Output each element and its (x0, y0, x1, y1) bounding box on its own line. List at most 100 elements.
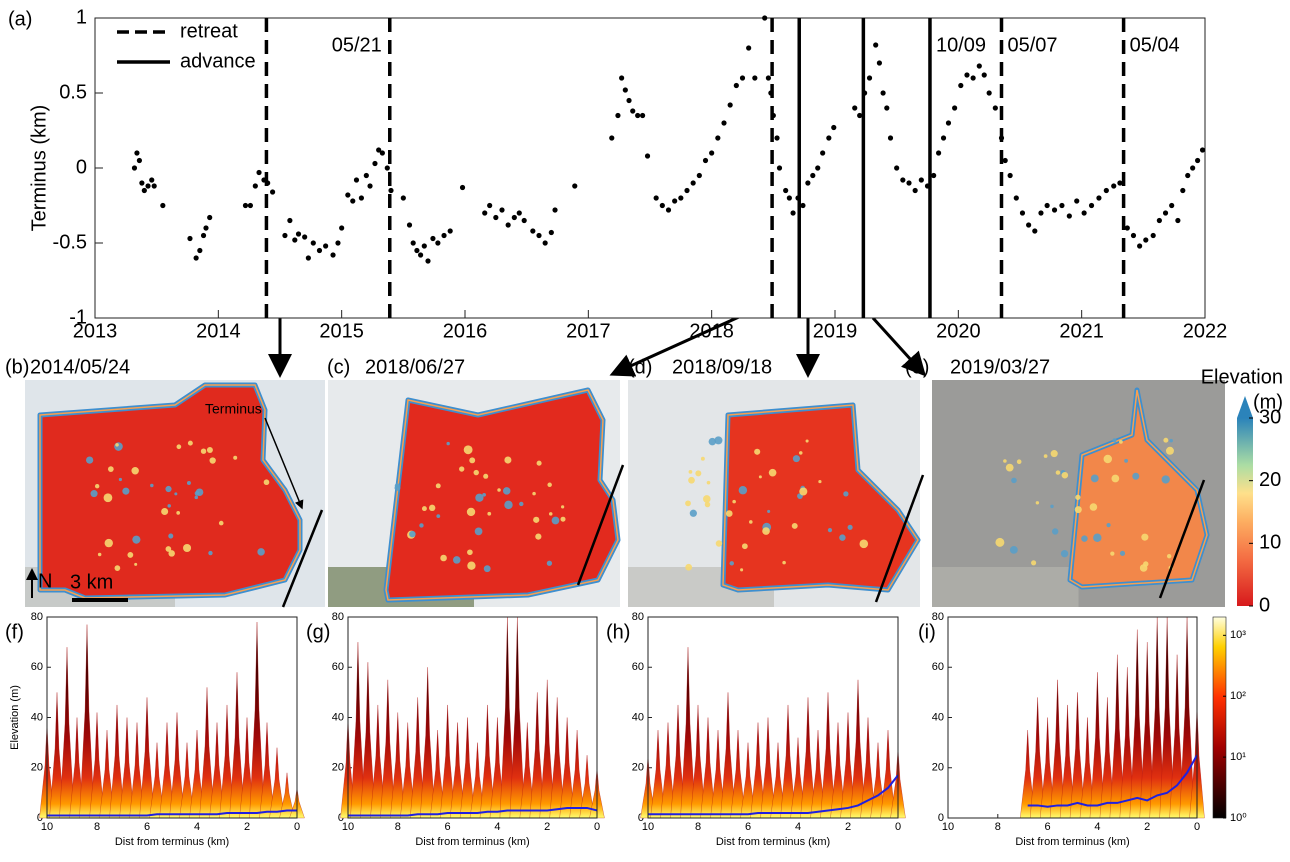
iceberg (174, 492, 178, 496)
data-point (372, 160, 378, 167)
iceberg (695, 470, 702, 477)
iceberg (1003, 459, 1007, 463)
data-point (727, 102, 733, 108)
data-point (1088, 202, 1095, 209)
x-tick-label: 2015 (319, 320, 364, 342)
data-point (873, 42, 879, 48)
map-date: 2018/06/27 (365, 356, 465, 378)
data-point (790, 210, 796, 216)
panel-label: (c) (327, 356, 350, 378)
data-point (739, 75, 746, 81)
data-point (880, 90, 886, 96)
map-panel (328, 380, 625, 607)
north-label: N (38, 570, 52, 592)
iceberg (218, 520, 224, 526)
x-tick-label: 6 (144, 821, 150, 833)
data-point (1051, 207, 1058, 213)
colorbar-unit: (m) (1253, 391, 1283, 413)
panel-label: (a) (8, 8, 32, 30)
data-point (659, 202, 665, 209)
data-point (1032, 228, 1038, 234)
iceberg (827, 527, 833, 533)
iceberg (394, 483, 400, 489)
iceberg (768, 468, 777, 477)
iceberg (463, 445, 473, 455)
x-tick-label: 2014 (196, 320, 241, 342)
data-point (1150, 232, 1156, 239)
data-point (894, 165, 900, 171)
data-point (912, 187, 918, 194)
iceberg (1166, 553, 1172, 559)
data-point (323, 243, 329, 249)
iceberg (995, 537, 1005, 547)
data-point (1019, 210, 1026, 216)
data-point (376, 147, 382, 153)
data-point (1143, 237, 1149, 243)
data-point (345, 192, 351, 198)
data-point (441, 232, 447, 239)
data-point (418, 252, 424, 258)
iceberg (1011, 477, 1017, 484)
data-point (295, 231, 302, 237)
terminus-line (576, 464, 625, 586)
x-tick-label: 4 (795, 821, 801, 833)
map-panel (25, 380, 325, 608)
iceberg (127, 552, 134, 558)
iceberg (732, 499, 736, 504)
data-point (1007, 172, 1013, 179)
iceberg (536, 460, 542, 466)
data-point (447, 228, 453, 234)
iceberg (467, 561, 476, 570)
data-point (151, 183, 157, 189)
iceberg (547, 482, 552, 488)
data-point (862, 90, 868, 96)
iceberg (1165, 446, 1174, 455)
data-point (406, 222, 413, 228)
data-point (721, 120, 727, 126)
panel-label: (f) (5, 621, 24, 643)
data-point (1195, 157, 1201, 164)
x-tick-label: 2013 (73, 320, 118, 342)
x-tick-label: 2 (244, 821, 250, 833)
data-point (305, 255, 311, 261)
y-tick-label: -0.5 (53, 231, 87, 253)
iceberg (708, 437, 717, 446)
data-point (992, 105, 998, 111)
iceberg (118, 477, 122, 482)
data-point (924, 183, 931, 189)
data-point (521, 217, 527, 224)
colorbar-tick-label: 10¹ (1230, 751, 1246, 763)
iceberg (792, 455, 800, 463)
iceberg (1009, 545, 1018, 554)
iceberg (131, 467, 139, 475)
data-point (316, 247, 323, 254)
data-point (970, 75, 976, 81)
y-tick-label: 20 (332, 762, 344, 774)
y-tick-label: 20 (632, 762, 644, 774)
data-point (640, 112, 646, 119)
y-tick-label: 80 (632, 611, 644, 623)
iceberg (90, 490, 98, 498)
iceberg (782, 560, 786, 565)
iceberg (1119, 550, 1126, 556)
data-point (499, 207, 505, 213)
data-point (615, 112, 621, 119)
iceberg (483, 565, 491, 573)
x-tick-label: 0 (1194, 821, 1200, 833)
x-tick-label: 0 (594, 821, 600, 833)
iceberg (176, 511, 181, 515)
iceberg (741, 543, 748, 550)
iceberg (561, 505, 565, 509)
x-tick-label: 4 (494, 821, 500, 833)
data-point (187, 235, 193, 242)
iceberg (1089, 503, 1098, 511)
data-point (270, 189, 276, 195)
x-tick-label: 2022 (1183, 320, 1228, 342)
data-point (964, 72, 970, 78)
iceberg (183, 543, 192, 553)
data-point (287, 217, 293, 224)
scale-label: 3 km (70, 571, 113, 593)
iceberg (107, 466, 114, 472)
y-tick-label: 20 (932, 762, 944, 774)
